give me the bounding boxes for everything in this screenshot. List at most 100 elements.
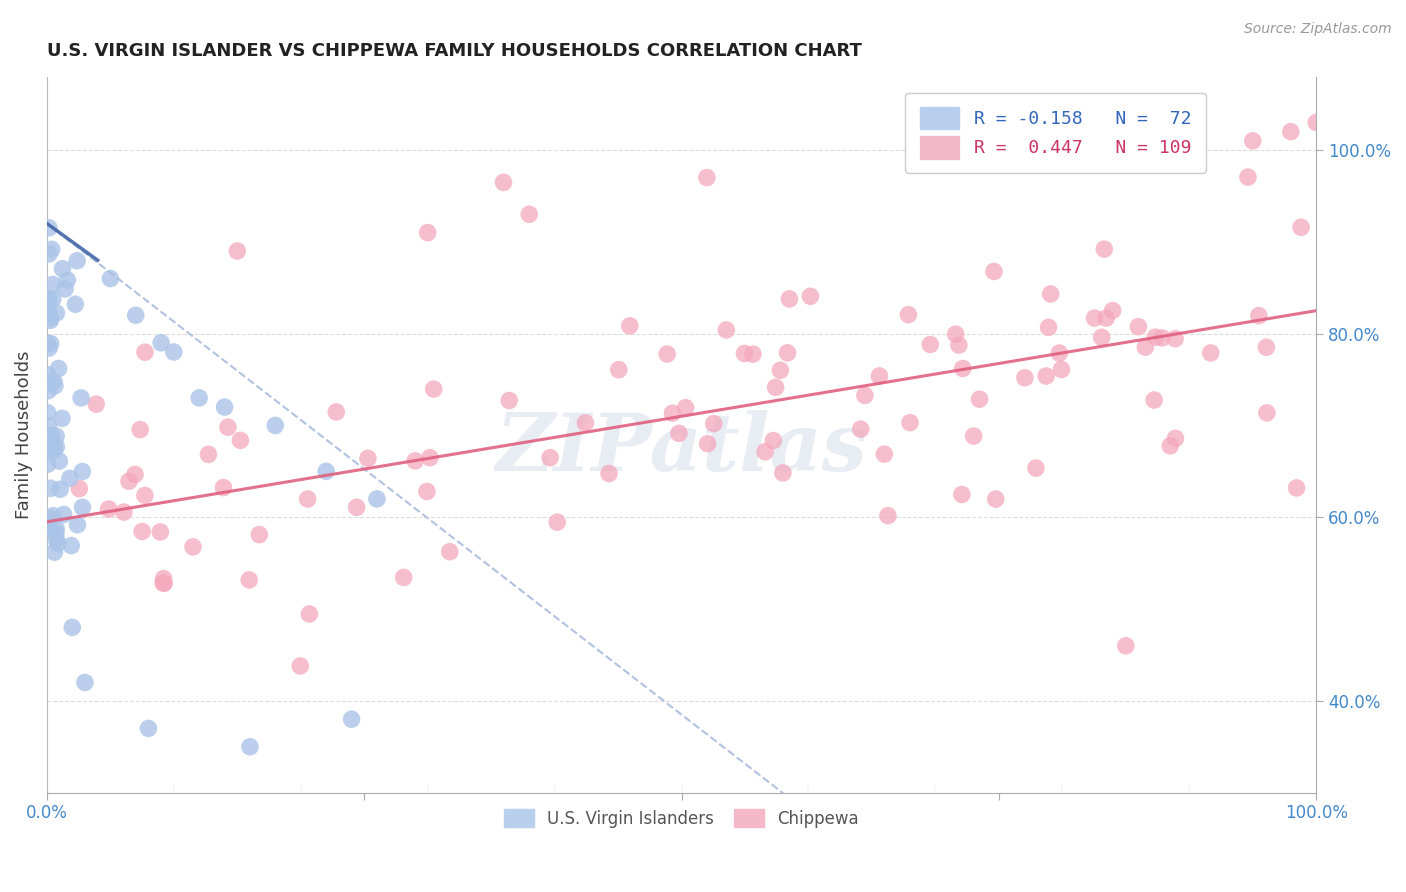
Point	[72, 500, 94, 515]
Point	[67, 482, 90, 496]
Point	[419, 450, 441, 465]
Point	[226, 244, 249, 258]
Point	[181, 540, 204, 554]
Point	[41, 277, 63, 292]
Point	[969, 392, 991, 407]
Point	[217, 420, 239, 434]
Point	[619, 318, 641, 333]
Point	[439, 545, 461, 559]
Point	[134, 345, 156, 359]
Point	[214, 400, 236, 414]
Point	[1095, 311, 1118, 326]
Point	[696, 170, 718, 185]
Point	[325, 405, 347, 419]
Point	[73, 675, 96, 690]
Point	[38, 522, 60, 536]
Point	[297, 491, 319, 506]
Point	[42, 508, 65, 523]
Point	[1285, 481, 1308, 495]
Point	[37, 444, 59, 458]
Point	[149, 524, 172, 539]
Point	[1241, 134, 1264, 148]
Point	[298, 607, 321, 621]
Point	[1091, 330, 1114, 344]
Point	[51, 261, 73, 276]
Point	[1092, 242, 1115, 256]
Point	[661, 406, 683, 420]
Point	[1038, 320, 1060, 334]
Point	[963, 429, 986, 443]
Point	[52, 508, 75, 522]
Point	[37, 458, 59, 472]
Point	[416, 226, 439, 240]
Point	[53, 282, 76, 296]
Point	[45, 429, 67, 443]
Point	[984, 491, 1007, 506]
Point	[290, 659, 312, 673]
Point	[45, 525, 67, 540]
Point	[1143, 392, 1166, 407]
Point	[1135, 340, 1157, 354]
Point	[1164, 431, 1187, 445]
Point	[48, 361, 70, 376]
Point	[247, 527, 270, 541]
Point	[134, 488, 156, 502]
Point	[38, 341, 60, 355]
Point	[703, 417, 725, 431]
Point	[765, 380, 787, 394]
Point	[657, 347, 679, 361]
Point	[41, 428, 63, 442]
Point	[37, 292, 59, 306]
Point	[66, 517, 89, 532]
Point	[38, 247, 60, 261]
Point	[38, 306, 60, 320]
Point	[46, 536, 69, 550]
Point	[696, 436, 718, 450]
Point	[44, 443, 66, 458]
Point	[39, 311, 62, 326]
Point	[72, 465, 94, 479]
Point	[44, 437, 66, 451]
Point	[346, 500, 368, 515]
Point	[1199, 346, 1222, 360]
Point	[39, 336, 62, 351]
Point	[1305, 115, 1327, 129]
Point	[37, 406, 59, 420]
Point	[538, 450, 561, 465]
Point	[45, 306, 67, 320]
Point	[762, 434, 785, 448]
Point	[607, 363, 630, 377]
Point	[952, 361, 974, 376]
Point	[404, 454, 426, 468]
Point	[877, 508, 900, 523]
Point	[45, 522, 67, 536]
Point	[1256, 406, 1278, 420]
Point	[315, 464, 337, 478]
Point	[70, 391, 93, 405]
Point	[1144, 330, 1167, 344]
Point	[150, 335, 173, 350]
Point	[66, 253, 89, 268]
Point	[498, 393, 520, 408]
Text: ZIPatlas: ZIPatlas	[495, 410, 868, 488]
Point	[51, 411, 73, 425]
Point	[1237, 170, 1260, 185]
Y-axis label: Family Households: Family Households	[15, 351, 32, 519]
Point	[124, 467, 146, 482]
Point	[44, 379, 66, 393]
Point	[163, 345, 186, 359]
Point	[97, 502, 120, 516]
Point	[131, 524, 153, 539]
Point	[1035, 369, 1057, 384]
Point	[112, 505, 135, 519]
Text: U.S. VIRGIN ISLANDER VS CHIPPEWA FAMILY HOUSEHOLDS CORRELATION CHART: U.S. VIRGIN ISLANDER VS CHIPPEWA FAMILY …	[46, 42, 862, 60]
Point	[1025, 461, 1047, 475]
Point	[546, 515, 568, 529]
Text: Source: ZipAtlas.com: Source: ZipAtlas.com	[1244, 22, 1392, 37]
Point	[56, 273, 79, 287]
Point	[98, 271, 121, 285]
Point	[60, 539, 83, 553]
Point	[772, 466, 794, 480]
Point	[754, 444, 776, 458]
Point	[42, 374, 65, 388]
